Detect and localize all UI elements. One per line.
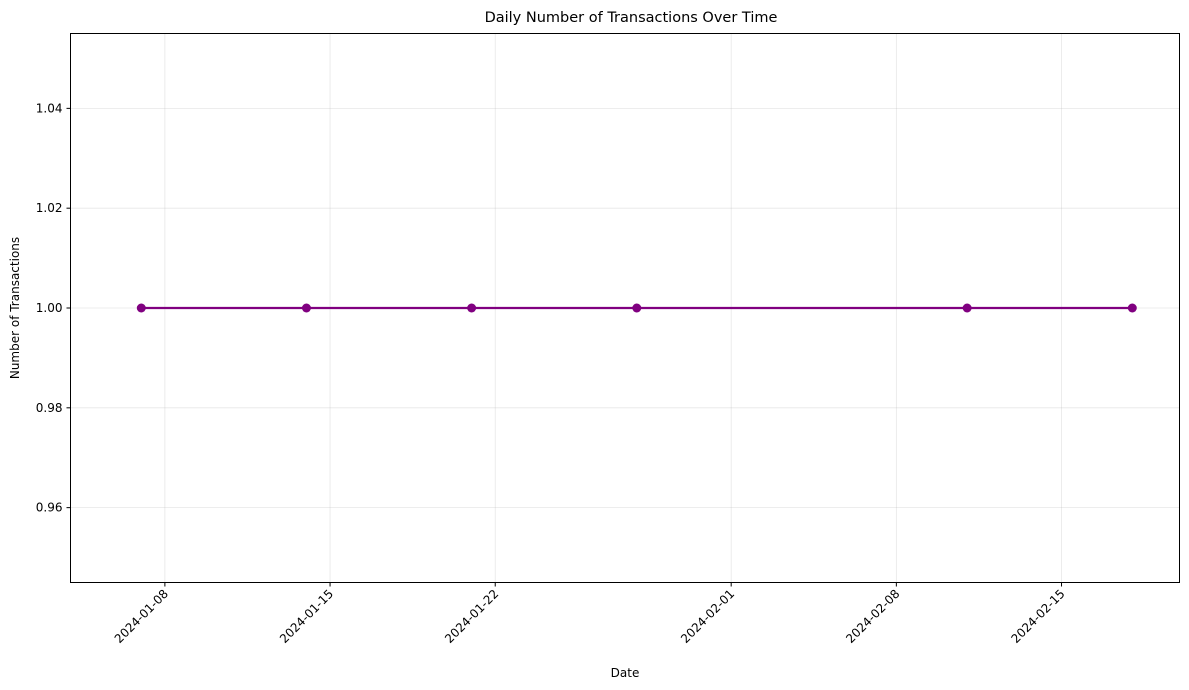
data-point xyxy=(962,303,972,313)
y-tick-label: 1.02 xyxy=(36,201,63,215)
data-point xyxy=(301,303,311,313)
chart-title: Daily Number of Transactions Over Time xyxy=(485,10,778,26)
x-tick-label: 2024-02-01 xyxy=(678,587,737,646)
data-point xyxy=(136,303,146,313)
y-axis: 0.96 0.98 1.00 1.02 1.04 xyxy=(36,101,71,515)
y-tick-label: 1.04 xyxy=(36,101,63,115)
data-point xyxy=(467,303,477,313)
y-tick-label: 0.98 xyxy=(36,401,63,415)
x-tick-label: 2024-02-08 xyxy=(843,587,902,646)
data-point xyxy=(632,303,642,313)
x-axis: 2024-01-08 2024-01-15 2024-01-22 2024-02-01… xyxy=(112,582,1068,646)
plot-frame xyxy=(70,33,1180,583)
y-axis-label: Number of Transactions xyxy=(8,237,22,379)
series-layer xyxy=(136,303,1137,313)
data-point xyxy=(1127,303,1137,313)
x-tick-label: 2024-02-15 xyxy=(1008,587,1067,646)
x-tick-label: 2024-01-15 xyxy=(277,587,336,646)
x-axis-label: Date xyxy=(611,666,640,680)
y-tick-label: 0.96 xyxy=(36,501,63,515)
x-tick-label: 2024-01-08 xyxy=(112,587,171,646)
x-tick-label: 2024-01-22 xyxy=(442,587,501,646)
y-tick-label: 1.00 xyxy=(36,301,63,315)
